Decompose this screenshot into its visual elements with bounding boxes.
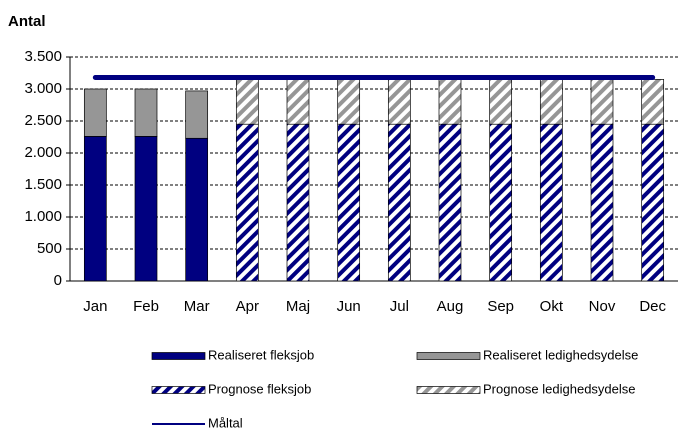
legend-label: Prognose ledighedsydelse xyxy=(483,381,636,396)
bar xyxy=(387,123,411,282)
x-tick-label: Mar xyxy=(184,298,210,315)
bar xyxy=(438,79,462,125)
bar xyxy=(286,79,310,125)
x-tick-label: Aug xyxy=(437,298,464,315)
bar xyxy=(337,123,361,282)
bar xyxy=(539,79,563,125)
x-tick-label: Sep xyxy=(487,298,514,315)
y-tick-label: 3.500 xyxy=(24,48,62,65)
x-tick-label: Nov xyxy=(589,298,616,315)
bar xyxy=(489,123,513,282)
legend-label: Realiseret fleksjob xyxy=(208,347,314,362)
x-tick-label: Apr xyxy=(236,298,259,315)
legend-swatch xyxy=(151,352,206,360)
bar xyxy=(83,88,107,137)
x-tick-label: Okt xyxy=(540,298,564,315)
y-tick-label: 0 xyxy=(54,272,62,289)
legend: Realiseret fleksjob Realiseret ledighedsy… xyxy=(151,347,638,430)
x-tick-label: Feb xyxy=(133,298,159,315)
bar xyxy=(590,123,614,282)
legend-swatch xyxy=(416,386,481,394)
bar xyxy=(387,79,411,125)
bar xyxy=(641,79,665,125)
legend-swatch xyxy=(151,386,206,394)
bar xyxy=(83,136,107,282)
bar xyxy=(134,136,158,282)
x-tick-label: Maj xyxy=(286,298,310,315)
bar xyxy=(185,90,209,139)
bar xyxy=(235,79,259,125)
x-tick-label: Dec xyxy=(639,298,666,315)
axis-label: Antal xyxy=(8,13,46,30)
bar xyxy=(134,88,158,137)
y-tick-label: 500 xyxy=(37,240,62,257)
bar xyxy=(590,79,614,125)
y-tick-label: 3.000 xyxy=(24,80,62,97)
x-tick-label: Jan xyxy=(83,298,107,315)
y-tick-label: 2.500 xyxy=(24,112,62,129)
bar xyxy=(185,137,209,282)
bar xyxy=(641,123,665,282)
legend-label: Prognose fleksjob xyxy=(208,381,311,396)
bar xyxy=(438,123,462,282)
bar xyxy=(286,123,310,282)
legend-swatch xyxy=(416,352,481,360)
x-tick-label: Jun xyxy=(337,298,361,315)
legend-label: Realiseret ledighedsydelse xyxy=(483,347,638,362)
bar xyxy=(539,123,563,282)
y-tick-label: 1.000 xyxy=(24,208,62,225)
bar xyxy=(235,123,259,282)
x-tick-label: Jul xyxy=(390,298,409,315)
bar xyxy=(337,79,361,125)
y-tick-label: 1.500 xyxy=(24,176,62,193)
legend-label: Måltal xyxy=(208,415,243,430)
bar xyxy=(489,79,513,125)
y-tick-label: 2.000 xyxy=(24,144,62,161)
